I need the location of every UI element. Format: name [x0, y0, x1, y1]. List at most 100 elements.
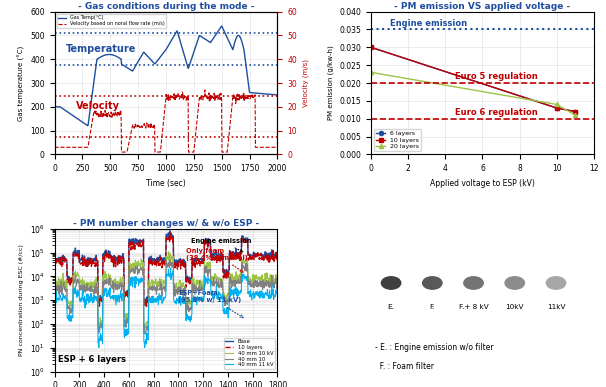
40 mm 10 [166, 258, 173, 262]
40 mm 10 kV [90, 282, 98, 286]
Y-axis label: PN concentration during ESC (#/cc): PN concentration during ESC (#/cc) [19, 244, 24, 356]
40 mm 10 [51, 288, 58, 292]
Circle shape [422, 277, 442, 289]
6 layers [367, 45, 375, 50]
Legend: Gas Temp(°C), Velocity based on noral flow rate (m/s): Gas Temp(°C), Velocity based on noral fl… [57, 14, 166, 28]
Base [166, 229, 173, 233]
Line: 40 mm 10 kV: 40 mm 10 kV [55, 252, 278, 330]
Text: Euro 5 regulation: Euro 5 regulation [454, 72, 538, 81]
Y-axis label: Gas temperature (°C): Gas temperature (°C) [18, 45, 25, 121]
10 layers [367, 45, 375, 50]
Text: 11kV: 11kV [547, 304, 565, 310]
Title: - Gas conditions during the mode -: - Gas conditions during the mode - [78, 2, 255, 11]
40 mm 10 [201, 288, 208, 292]
40 mm 10 kV [201, 280, 208, 285]
Line: Base: Base [55, 231, 278, 304]
X-axis label: Applied voltage to ESP (kV): Applied voltage to ESP (kV) [430, 179, 535, 188]
Text: ESP + 6 layers: ESP + 6 layers [58, 355, 126, 364]
40 mm 10 kV [152, 277, 159, 281]
Base [152, 258, 159, 262]
Text: - E. : Engine emission w/o filter: - E. : Engine emission w/o filter [376, 343, 494, 352]
Y-axis label: PM emission (g/kw-h): PM emission (g/kw-h) [327, 46, 334, 120]
Base [201, 257, 208, 262]
40 mm 10 [152, 286, 159, 291]
10 layers [571, 109, 579, 114]
X-axis label: Time (sec): Time (sec) [146, 179, 186, 188]
20 layers [571, 113, 579, 118]
Text: Only foam
(38.4% removal): Only foam (38.4% removal) [186, 248, 248, 272]
40 mm 10 [274, 283, 281, 288]
Circle shape [416, 272, 449, 294]
Base [108, 256, 116, 260]
Text: F. : Foam filter: F. : Foam filter [376, 361, 435, 370]
Text: 10kV: 10kV [505, 304, 524, 310]
Circle shape [505, 277, 524, 289]
Text: Temperature: Temperature [65, 44, 136, 54]
Text: Euro 6 regulation: Euro 6 regulation [454, 108, 538, 117]
40 mm 10 kV [165, 249, 172, 254]
Text: Engine emission: Engine emission [390, 19, 467, 28]
40 mm 10 kV [108, 277, 116, 282]
10 layers [166, 230, 173, 235]
Circle shape [375, 272, 408, 294]
Title: - PM number changes w/ & w/o ESP -: - PM number changes w/ & w/o ESP - [73, 219, 259, 228]
Base [51, 255, 58, 260]
40 mm 11 kV [51, 294, 58, 299]
Circle shape [457, 272, 490, 294]
40 mm 10 [90, 291, 98, 296]
40 mm 10 [142, 332, 149, 337]
40 mm 10 kV [183, 297, 190, 301]
40 mm 10 [108, 286, 116, 290]
Line: 40 mm 11 kV: 40 mm 11 kV [55, 268, 278, 348]
Base [274, 250, 281, 254]
Circle shape [498, 272, 531, 294]
40 mm 10 kV [219, 293, 227, 297]
Line: 20 layers: 20 layers [369, 70, 578, 117]
Base [140, 301, 147, 306]
40 mm 11 kV [201, 295, 208, 299]
40 mm 11 kV [90, 293, 98, 297]
40 mm 11 kV [167, 266, 175, 271]
Title: - PM emission VS applied voltage -: - PM emission VS applied voltage - [395, 2, 571, 11]
Legend: 6 layers, 10 layers, 20 layers: 6 layers, 10 layers, 20 layers [374, 129, 421, 151]
Circle shape [546, 277, 565, 289]
40 mm 11 kV [183, 312, 190, 317]
40 mm 10 kV [51, 277, 58, 282]
Text: ESP+Foam
(95.8% w/ 11 kV): ESP+Foam (95.8% w/ 11 kV) [178, 290, 243, 318]
40 mm 11 kV [152, 297, 159, 301]
Line: 40 mm 10: 40 mm 10 [55, 260, 278, 334]
10 layers [90, 261, 98, 266]
40 mm 10 kV [141, 328, 148, 332]
10 layers [152, 262, 159, 267]
Base [90, 258, 98, 262]
10 layers [108, 255, 116, 259]
40 mm 11 kV [95, 345, 102, 350]
Circle shape [464, 277, 483, 289]
Y-axis label: Velocity (m/s): Velocity (m/s) [302, 59, 309, 107]
40 mm 10 kV [274, 275, 281, 279]
Line: 10 layers: 10 layers [369, 45, 578, 114]
40 mm 10 [219, 297, 227, 302]
10 layers [183, 277, 190, 282]
40 mm 10 [183, 301, 190, 305]
20 layers [367, 70, 375, 75]
Circle shape [539, 272, 573, 294]
Text: E.: E. [388, 304, 395, 310]
10 layers [51, 257, 58, 261]
10 layers [142, 304, 149, 309]
6 layers [571, 109, 579, 114]
40 mm 11 kV [108, 294, 116, 298]
Line: 6 layers: 6 layers [369, 45, 578, 114]
40 mm 11 kV [219, 308, 227, 313]
Base [183, 275, 190, 280]
20 layers [553, 102, 561, 107]
Text: Velocity: Velocity [76, 101, 120, 111]
10 layers [274, 251, 281, 255]
Base [219, 269, 227, 274]
10 layers [201, 260, 208, 264]
Text: F.: F. [430, 304, 435, 310]
Text: F.+ 8 kV: F.+ 8 kV [459, 304, 488, 310]
Circle shape [381, 277, 401, 289]
Line: 10 layers: 10 layers [55, 233, 278, 307]
Text: Engine emission: Engine emission [191, 238, 251, 252]
